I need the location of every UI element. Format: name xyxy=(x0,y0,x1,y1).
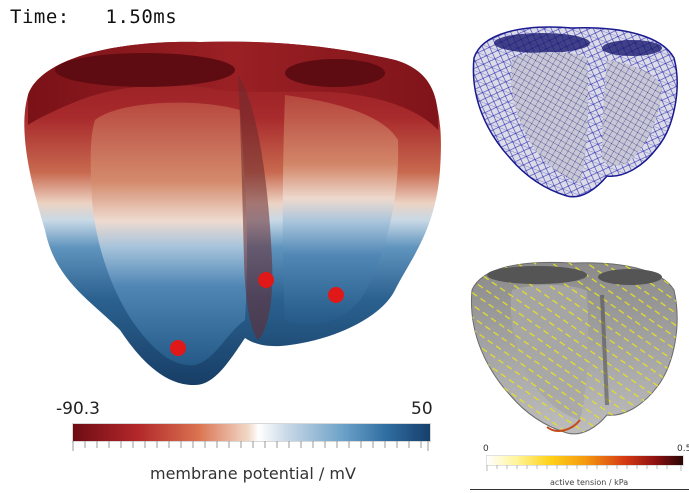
colorbar-max-label: 50 xyxy=(411,399,433,419)
membrane-colorbar: -90.3 50 membrane potential / mV xyxy=(0,395,460,493)
colorbar-gradient xyxy=(72,423,431,442)
tension-colorbar-title: active tension / kPa xyxy=(550,478,629,487)
colorbar-min-label: -90.3 xyxy=(56,399,100,419)
stimulus-point[interactable] xyxy=(170,340,186,356)
heart-potential-render[interactable] xyxy=(0,0,460,400)
heart-mesh-render[interactable] xyxy=(462,18,684,208)
colorbar-title: membrane potential / mV xyxy=(150,464,356,483)
tension-colorbar: 0 0.5 active tension / kPa xyxy=(470,440,689,493)
time-label: Time: 1.50ms xyxy=(10,6,178,28)
heart-tension-render[interactable] xyxy=(462,255,684,445)
colorbar-ticks xyxy=(72,441,429,451)
tension-colorbar-gradient xyxy=(486,455,684,466)
stimulus-point[interactable] xyxy=(258,272,274,288)
stimulus-point[interactable] xyxy=(328,287,344,303)
tension-colorbar-max-label: 0.5 xyxy=(677,444,689,454)
divider-line xyxy=(470,489,689,490)
tension-colorbar-min-label: 0 xyxy=(483,444,489,454)
tension-colorbar-ticks xyxy=(486,465,682,471)
